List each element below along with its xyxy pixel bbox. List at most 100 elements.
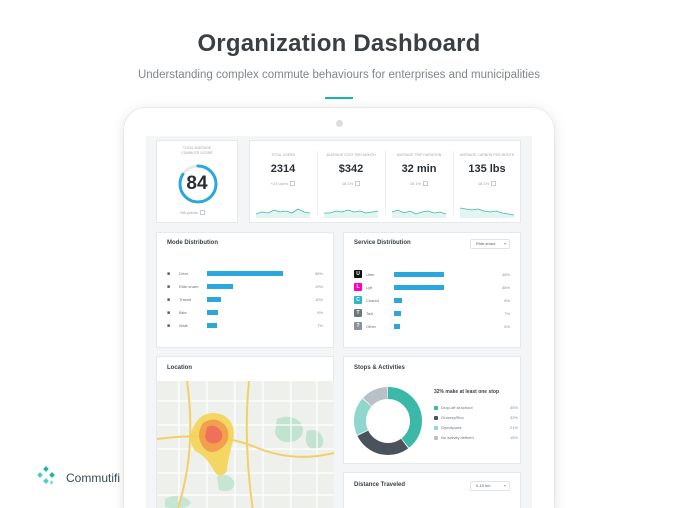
stats-card: TOTAL USERS 2314 +23 users AVERAGE COST PER… — [249, 140, 521, 223]
service-percent: 7% — [504, 311, 510, 316]
donut-slice-0[interactable] — [354, 387, 422, 455]
mode-label: Walk — [179, 323, 188, 328]
service-percent: 48% — [501, 285, 510, 290]
service-row: L Lyft 48% — [344, 283, 520, 293]
service-row: T Taxi 7% — [344, 309, 520, 319]
stat-divider — [317, 151, 318, 215]
stat-change-text: 18.1% — [341, 181, 354, 186]
taxi-icon: T — [354, 309, 362, 317]
mode-bar — [207, 310, 218, 315]
stat-0: TOTAL USERS 2314 +23 users — [250, 141, 316, 224]
distance-filter-value: 0-10 km — [476, 483, 491, 488]
stat-change: 18.1% — [454, 181, 520, 187]
stat-change-text: +23 users — [270, 181, 289, 186]
stat-sparkline — [256, 208, 311, 218]
brand-name: Commutifi — [66, 471, 121, 485]
commute-score-card: TOTAL AVERAGE COMMUTE SCORE 84 +58 point… — [156, 140, 238, 223]
service-percent: 6% — [504, 324, 510, 329]
mode-row: ■ Bike 8% — [157, 308, 333, 318]
stat-divider — [385, 151, 386, 215]
legend-swatch — [434, 416, 438, 420]
info-icon[interactable] — [423, 181, 429, 187]
service-row: U Uber 48% — [344, 270, 520, 280]
stat-change: +23 users — [250, 181, 316, 187]
tablet-camera — [336, 120, 343, 127]
legend-percent: 32% — [509, 415, 518, 420]
score-note-text: +58 points — [179, 210, 198, 215]
mode-bar — [207, 323, 217, 328]
info-icon[interactable] — [290, 181, 296, 187]
location-card: Location — [156, 356, 334, 508]
info-icon[interactable] — [355, 181, 361, 187]
legend-swatch — [434, 406, 438, 410]
brand-logo: Commutifi — [34, 466, 144, 488]
service-label: Taxi — [366, 311, 374, 316]
score-label-line1: TOTAL AVERAGE — [182, 146, 212, 150]
stat-1: AVERAGE COST PER MONTH $342 18.1% — [318, 141, 384, 224]
mode-percent: 10% — [314, 297, 323, 302]
service-percent: 8% — [504, 298, 510, 303]
legend-label: Gym/sports — [441, 425, 462, 430]
mode-bar — [207, 271, 283, 276]
stat-label: AVERAGE TRIP DURATION — [396, 153, 442, 157]
info-icon[interactable] — [199, 210, 205, 216]
stat-divider — [453, 151, 454, 215]
question-icon: ? — [354, 322, 362, 330]
legend-label: Grocery/Run — [441, 415, 464, 420]
stat-label: TOTAL USERS — [271, 153, 295, 157]
distance-filter-dropdown[interactable]: 0-10 km ▾ — [470, 481, 510, 491]
bus-icon: ■ — [167, 297, 171, 303]
service-bar — [394, 311, 401, 316]
mode-label: Bike — [179, 310, 187, 315]
donut-slice-1[interactable] — [354, 387, 422, 455]
chevron-down-icon: ▾ — [503, 241, 506, 246]
mode-label: Transit — [179, 297, 192, 302]
stat-change: 18.1% — [318, 181, 384, 187]
bike-icon: ■ — [167, 310, 171, 316]
legend-percent: 15% — [509, 435, 518, 440]
mode-percent: 19% — [314, 284, 323, 289]
donut-slice-2[interactable] — [354, 387, 422, 455]
stops-donut-chart — [354, 387, 422, 455]
service-label: Other — [366, 324, 377, 329]
service-filter-value: Ride-share — [476, 241, 496, 246]
mode-bar — [207, 297, 221, 302]
mode-row: ■ Transit 10% — [157, 295, 333, 305]
stat-change: 18.1% — [386, 181, 452, 187]
service-filter-dropdown[interactable]: Ride-share ▾ — [470, 239, 510, 249]
page-title: Organization Dashboard — [197, 30, 481, 57]
service-bar — [394, 272, 444, 277]
score-gauge — [178, 164, 218, 204]
legend-item: Gym/sports 21% — [434, 425, 518, 433]
car-icon: ■ — [167, 271, 171, 277]
commutifi-logo-icon — [37, 466, 55, 485]
service-percent: 48% — [501, 272, 510, 277]
chevron-down-icon: ▾ — [503, 483, 506, 488]
stat-value: $342 — [338, 163, 364, 175]
legend-label: No activity defined — [441, 435, 474, 440]
score-note: +58 points — [179, 210, 205, 216]
stat-change-text: 18.1% — [477, 181, 490, 186]
distance-traveled-title: Distance Traveled — [354, 482, 406, 488]
stat-sparkline — [392, 209, 447, 218]
stat-sparkline — [460, 207, 515, 218]
stat-3: AVERAGE CARBON PER MONTH 135 lbs 18.1% — [454, 141, 520, 224]
walk-icon: ■ — [167, 323, 171, 329]
service-row: C Chariot 8% — [344, 296, 520, 306]
legend-item: Drop-off at school 45% — [434, 405, 518, 413]
stat-value: 2314 — [270, 163, 296, 175]
service-distribution-card: Service Distribution Ride-share ▾ U Uber 48… — [343, 232, 521, 348]
location-heat-map[interactable] — [157, 381, 334, 508]
mode-percent: 56% — [314, 271, 323, 276]
stops-headline: 32% make at least one stop — [434, 389, 500, 395]
stat-label: AVERAGE COST PER MONTH — [326, 153, 376, 157]
legend-item: Grocery/Run 32% — [434, 415, 518, 423]
legend-swatch — [434, 426, 438, 430]
mode-row: ■ Drive 56% — [157, 269, 333, 279]
service-label: Uber — [366, 272, 375, 277]
stat-value: 32 min — [401, 163, 437, 175]
stops-activities-title: Stops & Activities — [354, 365, 405, 371]
legend-swatch — [434, 436, 438, 440]
info-icon[interactable] — [491, 181, 497, 187]
legend-percent: 21% — [509, 425, 518, 430]
